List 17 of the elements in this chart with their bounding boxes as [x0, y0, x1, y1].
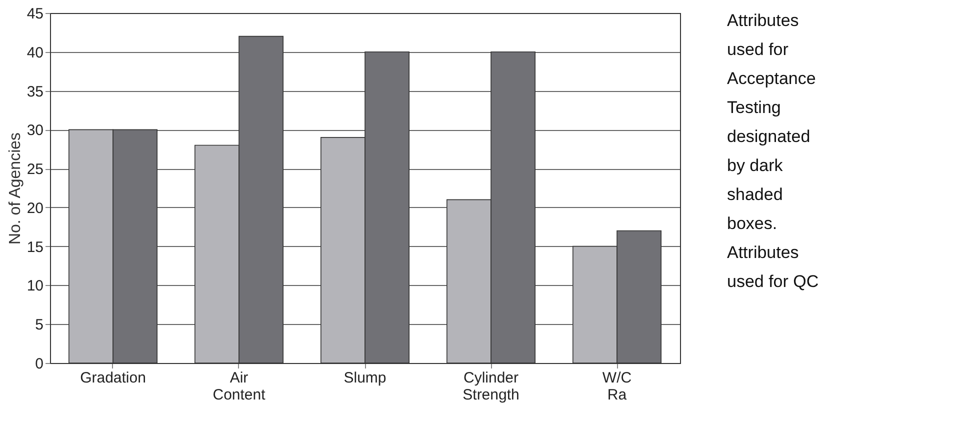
x-tick-label: Cylinder Strength [462, 370, 520, 404]
y-axis-title: No. of Agencies [6, 132, 24, 245]
text: Attributes used for Acceptance Testing designated by dark shaded boxes. Attributes used for QC [727, 11, 819, 291]
y-tick-label: 30 [26, 122, 44, 140]
y-tick-label: 15 [26, 238, 44, 256]
x-tick-label: Gradation [80, 370, 146, 386]
y-tick-label: 20 [26, 200, 44, 217]
y-tick-label: 25 [26, 161, 44, 178]
y-tick-label: 35 [26, 83, 44, 100]
y-tick-label: 10 [26, 278, 44, 295]
y-tick-label: 40 [26, 44, 44, 62]
x-tick-label: W/C Ra [602, 370, 632, 404]
x-tick-label: Air Content [212, 370, 266, 404]
y-tick-label: 0 [35, 356, 44, 372]
x-tick-label: Slump [344, 370, 386, 386]
y-tick-label: 45 [26, 6, 44, 22]
y-tick-label: 5 [35, 316, 44, 334]
